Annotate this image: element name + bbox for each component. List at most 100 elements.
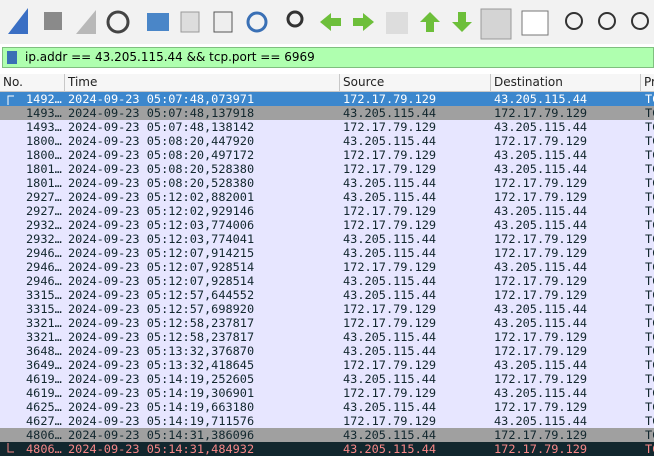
packet-no: 3648… bbox=[26, 344, 62, 358]
packet-row[interactable]: 3315… 2024-09-23 05:12:57,698920 172.17.79… bbox=[0, 302, 654, 316]
packet-time: 2024-09-23 05:12:02,882001 bbox=[68, 190, 255, 204]
packet-destination: 43.205.115.44 bbox=[494, 148, 588, 162]
start-capture-button[interactable] bbox=[8, 8, 28, 34]
stop-capture-button[interactable] bbox=[44, 12, 62, 30]
column-title[interactable]: Destination bbox=[491, 74, 641, 91]
packet-source: 172.17.79.129 bbox=[343, 120, 437, 134]
packet-time: 2024-09-23 05:14:19,306901 bbox=[68, 386, 255, 400]
packet-row[interactable]: 2932… 2024-09-23 05:12:03,774006 172.17.79… bbox=[0, 218, 654, 232]
packet-protocol: TCP bbox=[645, 162, 654, 176]
column-title[interactable]: No. bbox=[0, 74, 65, 91]
restart-capture-button[interactable] bbox=[76, 10, 96, 34]
goto-button[interactable] bbox=[386, 12, 408, 34]
autoscroll-button[interactable] bbox=[480, 8, 512, 40]
packet-protocol: TCP bbox=[645, 344, 654, 358]
packet-destination: 43.205.115.44 bbox=[494, 204, 588, 218]
packet-source: 43.205.115.44 bbox=[343, 246, 437, 260]
packet-source: 172.17.79.129 bbox=[343, 260, 437, 274]
zoom-reset-button[interactable] bbox=[631, 12, 649, 30]
packet-row[interactable]: 3321… 2024-09-23 05:12:58,237817 43.205.11… bbox=[0, 330, 654, 344]
packet-row[interactable]: 3315… 2024-09-23 05:12:57,644552 43.205.11… bbox=[0, 288, 654, 302]
packet-protocol: TCP bbox=[645, 400, 654, 414]
packet-destination: 172.17.79.129 bbox=[494, 400, 588, 414]
packet-protocol: TCP bbox=[645, 246, 654, 260]
packet-time: 2024-09-23 05:13:32,376870 bbox=[68, 344, 255, 358]
packet-time: 2024-09-23 05:12:07,928514 bbox=[68, 260, 255, 274]
column-title[interactable]: Source bbox=[340, 74, 491, 91]
reload-button[interactable] bbox=[246, 11, 268, 33]
options-button[interactable] bbox=[106, 10, 130, 34]
packet-row[interactable]: 4625… 2024-09-23 05:14:19,663180 43.205.11… bbox=[0, 400, 654, 414]
display-filter-bar[interactable]: ip.addr == 43.205.115.44 && tcp.port == … bbox=[2, 47, 654, 68]
packet-row[interactable]: 1493… 2024-09-23 05:07:48,138142 172.17.79… bbox=[0, 120, 654, 134]
column-title[interactable]: Protocol bbox=[641, 74, 654, 91]
packet-row[interactable]: 2946… 2024-09-23 05:12:07,928514 43.205.11… bbox=[0, 274, 654, 288]
packet-row[interactable]: 1493… 2024-09-23 05:07:48,137918 43.205.11… bbox=[0, 106, 654, 120]
packet-protocol: TCP bbox=[645, 316, 654, 330]
packet-protocol: TCP bbox=[645, 274, 654, 288]
packet-time: 2024-09-23 05:07:48,138142 bbox=[68, 120, 255, 134]
packet-source: 43.205.115.44 bbox=[343, 400, 437, 414]
packet-protocol: TCP bbox=[645, 92, 654, 106]
open-button[interactable] bbox=[147, 13, 169, 31]
packet-row[interactable]: 3321… 2024-09-23 05:12:58,237817 172.17.79… bbox=[0, 316, 654, 330]
packet-row[interactable]: 2946… 2024-09-23 05:12:07,914215 43.205.11… bbox=[0, 246, 654, 260]
packet-protocol: TCP bbox=[645, 428, 654, 442]
packet-row[interactable]: 1801… 2024-09-23 05:08:20,528380 43.205.11… bbox=[0, 176, 654, 190]
packet-no: 2932… bbox=[26, 218, 62, 232]
packet-destination: 172.17.79.129 bbox=[494, 190, 588, 204]
filter-text[interactable]: ip.addr == 43.205.115.44 && tcp.port == … bbox=[25, 50, 315, 64]
packet-row[interactable]: 4619… 2024-09-23 05:14:19,306901 172.17.79… bbox=[0, 386, 654, 400]
save-button[interactable] bbox=[180, 11, 200, 33]
packet-source: 172.17.79.129 bbox=[343, 302, 437, 316]
packet-row[interactable]: 1492… 2024-09-23 05:07:48,073971 172.17.79… bbox=[0, 92, 654, 106]
packet-list: 1492… 2024-09-23 05:07:48,073971 172.17.79… bbox=[0, 92, 654, 467]
packet-row[interactable]: 1800… 2024-09-23 05:08:20,497172 172.17.79… bbox=[0, 148, 654, 162]
packet-row[interactable]: 2932… 2024-09-23 05:12:03,774041 43.205.11… bbox=[0, 232, 654, 246]
bookmark-icon[interactable] bbox=[7, 51, 17, 64]
packet-destination: 43.205.115.44 bbox=[494, 218, 588, 232]
packet-time: 2024-09-23 05:08:20,528380 bbox=[68, 176, 255, 190]
packet-source: 43.205.115.44 bbox=[343, 372, 437, 386]
packet-no: 2946… bbox=[26, 246, 62, 260]
packet-row[interactable]: 4806… 2024-09-23 05:14:31,386096 43.205.11… bbox=[0, 428, 654, 442]
zoom-in-button[interactable] bbox=[565, 12, 583, 30]
packet-source: 43.205.115.44 bbox=[343, 344, 437, 358]
back-button[interactable] bbox=[320, 13, 341, 31]
packet-destination: 172.17.79.129 bbox=[494, 106, 588, 120]
packet-row[interactable]: 4627… 2024-09-23 05:14:19,711576 172.17.79… bbox=[0, 414, 654, 428]
packet-row[interactable]: 2927… 2024-09-23 05:12:02,929146 172.17.79… bbox=[0, 204, 654, 218]
packet-source: 43.205.115.44 bbox=[343, 106, 437, 120]
packet-row[interactable]: 3649… 2024-09-23 05:13:32,418645 172.17.79… bbox=[0, 358, 654, 372]
colorize-button[interactable] bbox=[521, 10, 549, 36]
packet-row[interactable]: 2927… 2024-09-23 05:12:02,882001 43.205.11… bbox=[0, 190, 654, 204]
packet-row[interactable]: 4806… 2024-09-23 05:14:31,484932 43.205.11… bbox=[0, 442, 654, 456]
zoom-out-button[interactable] bbox=[598, 12, 616, 30]
packet-destination: 172.17.79.129 bbox=[494, 428, 588, 442]
packet-no: 1492… bbox=[26, 92, 62, 106]
packet-destination: 172.17.79.129 bbox=[494, 442, 588, 456]
close-button[interactable] bbox=[213, 11, 233, 33]
packet-row[interactable]: 3648… 2024-09-23 05:13:32,376870 43.205.11… bbox=[0, 344, 654, 358]
packet-destination: 172.17.79.129 bbox=[494, 176, 588, 190]
packet-protocol: TCP bbox=[645, 190, 654, 204]
column-title[interactable]: Time bbox=[65, 74, 340, 91]
packet-time: 2024-09-23 05:14:19,252605 bbox=[68, 372, 255, 386]
packet-row[interactable]: 2946… 2024-09-23 05:12:07,928514 172.17.79… bbox=[0, 260, 654, 274]
packet-protocol: TCP bbox=[645, 330, 654, 344]
packet-no: 4625… bbox=[26, 400, 62, 414]
packet-row[interactable]: 1800… 2024-09-23 05:08:20,447920 43.205.11… bbox=[0, 134, 654, 148]
forward-button[interactable] bbox=[353, 13, 374, 31]
packet-time: 2024-09-23 05:12:57,698920 bbox=[68, 302, 255, 316]
last-packet-button[interactable] bbox=[452, 12, 472, 32]
packet-no: 1800… bbox=[26, 148, 62, 162]
packet-time: 2024-09-23 05:12:07,928514 bbox=[68, 274, 255, 288]
packet-row[interactable]: 4619… 2024-09-23 05:14:19,252605 43.205.11… bbox=[0, 372, 654, 386]
packet-protocol: TCP bbox=[645, 120, 654, 134]
packet-row[interactable]: 1801… 2024-09-23 05:08:20,528380 172.17.79… bbox=[0, 162, 654, 176]
packet-no: 1800… bbox=[26, 134, 62, 148]
packet-destination: 43.205.115.44 bbox=[494, 120, 588, 134]
packet-time: 2024-09-23 05:08:20,447920 bbox=[68, 134, 255, 148]
find-button[interactable] bbox=[286, 10, 304, 28]
first-packet-button[interactable] bbox=[420, 12, 440, 32]
